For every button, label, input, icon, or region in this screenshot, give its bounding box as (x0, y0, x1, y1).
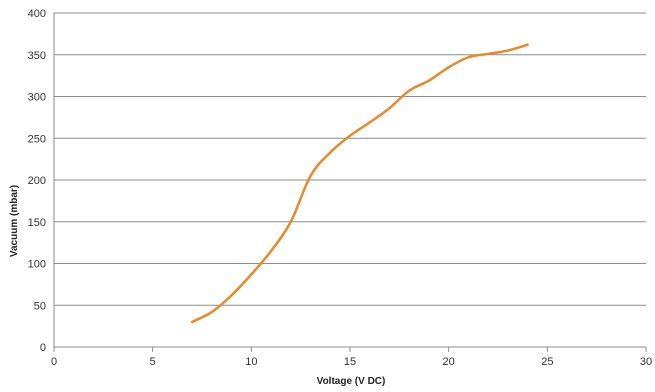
data-point (408, 89, 410, 91)
axes (53, 13, 647, 352)
x-tick-label: 0 (51, 356, 57, 368)
data-point (507, 49, 509, 51)
x-tick-label: 5 (150, 356, 156, 368)
data-point (270, 250, 272, 252)
data-point (369, 121, 371, 123)
y-axis-title: Vacuum (mbar) (9, 185, 20, 257)
y-tick-label: 150 (28, 217, 46, 229)
y-tick-label: 100 (28, 259, 46, 271)
data-point (487, 53, 489, 55)
x-tick-label: 25 (541, 356, 553, 368)
x-axis-title: Voltage (V DC) (317, 376, 386, 387)
tick-labels: 0 50 100 150 200 250 300 350 400 0 5 10 15 20 25 30 (28, 8, 652, 368)
y-tick-label: 250 (28, 133, 46, 145)
data-point (428, 79, 430, 81)
series-layer (190, 43, 529, 324)
gridlines (54, 12, 646, 306)
x-tick-label: 30 (640, 356, 652, 368)
x-tick-label: 15 (344, 356, 356, 368)
data-point (290, 221, 292, 223)
data-point (211, 311, 213, 313)
y-tick-label: 0 (40, 342, 46, 354)
data-point (250, 273, 252, 275)
data-point (388, 107, 390, 109)
y-tick-label: 350 (28, 50, 46, 62)
data-point (349, 135, 351, 137)
series-line (190, 43, 529, 324)
data-point (230, 294, 232, 296)
x-tick-label: 20 (443, 356, 455, 368)
y-tick-label: 50 (34, 300, 46, 312)
data-point (526, 44, 528, 46)
data-point (309, 175, 311, 177)
data-point (191, 321, 193, 323)
data-point (467, 56, 469, 58)
y-tick-label: 300 (28, 92, 46, 104)
data-point (329, 151, 331, 153)
data-point (447, 66, 449, 68)
y-tick-label: 200 (28, 175, 46, 187)
x-tick-label: 10 (245, 356, 257, 368)
y-tick-label: 400 (28, 8, 46, 20)
